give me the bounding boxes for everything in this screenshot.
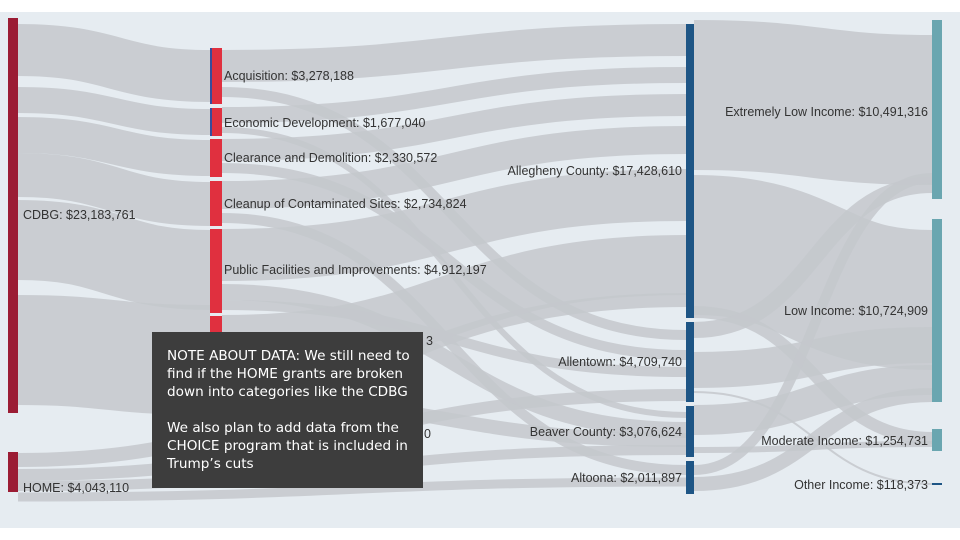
node-low: [932, 219, 942, 402]
node-moderate: [932, 429, 942, 451]
node-extremely-low: [932, 20, 942, 199]
node-allentown: [686, 322, 694, 402]
link-cdbg-economic-development: [17, 87, 211, 135]
link-altoona-low: [693, 388, 933, 491]
label-hidden-category-a-tail: 3: [426, 334, 433, 348]
node-acquisition-accent: [210, 48, 212, 104]
label-allentown: Allentown: $4,709,740: [558, 355, 682, 369]
label-clearance-demolition: Clearance and Demolition: $2,330,572: [224, 151, 438, 165]
link-economic-allegheny: [221, 67, 687, 123]
note-paragraph-2: We also plan to add data from the CHOICE…: [167, 420, 408, 472]
link-cdbg-public-facilities: [17, 200, 211, 310]
link-beaver-low: [693, 365, 933, 435]
label-acquisition: Acquisition: $3,278,188: [224, 69, 354, 83]
node-cleanup-sites: [210, 181, 222, 226]
link-home-altoona: [17, 477, 687, 502]
link-allegheny-extremely-low: [693, 20, 933, 185]
label-moderate: Moderate Income: $1,254,731: [761, 434, 928, 448]
label-extremely-low: Extremely Low Income: $10,491,316: [725, 105, 928, 119]
node-economic-development-accent: [210, 108, 212, 136]
node-home: [8, 452, 18, 492]
node-acquisition: [210, 48, 222, 104]
node-beaver: [686, 406, 694, 457]
link-cdbg-acquisition: [17, 24, 211, 102]
link-public-allentown: [221, 300, 687, 377]
node-hidden-category-a: [210, 316, 222, 334]
label-public-facilities: Public Facilities and Improvements: $4,9…: [224, 263, 487, 277]
link-cdbg-clearance: [17, 117, 211, 176]
node-allegheny: [686, 24, 694, 318]
node-other: [932, 483, 942, 485]
link-acquisition-allegheny: [221, 24, 687, 82]
label-other: Other Income: $118,373: [794, 478, 928, 492]
data-note-box: NOTE ABOUT DATA: We still need to find i…: [152, 332, 423, 488]
node-economic-development: [210, 108, 222, 136]
link-clearance-allegheny: [221, 94, 687, 161]
node-cdbg: [8, 18, 18, 413]
label-economic-development: Economic Development: $1,677,040: [224, 116, 426, 130]
sankey-links: [17, 20, 934, 502]
link-public-allegheny: [221, 169, 687, 281]
link-cleanup-allegheny: [221, 126, 687, 209]
link-altoona-extremely-low: [693, 173, 933, 475]
link-cdbg-cleanup: [17, 153, 211, 226]
node-public-facilities: [210, 229, 222, 313]
label-low: Low Income: $10,724,909: [784, 304, 928, 318]
label-home: HOME: $4,043,110: [23, 481, 130, 495]
node-altoona: [686, 461, 694, 494]
link-public-beaver: [221, 284, 687, 438]
node-clearance-demolition: [210, 139, 222, 177]
label-cleanup-sites: Cleanup of Contaminated Sites: $2,734,82…: [224, 197, 467, 211]
sankey-nodes: [8, 18, 942, 494]
label-beaver: Beaver County: $3,076,624: [529, 425, 682, 439]
label-cdbg: CDBG: $23,183,761: [23, 208, 136, 222]
label-allegheny: Allegheny County: $17,428,610: [507, 164, 682, 178]
label-altoona: Altoona: $2,011,897: [571, 471, 682, 485]
link-allentown-low: [693, 327, 933, 388]
link-allegheny-low: [692, 175, 934, 370]
label-hidden-category-b-tail: 0: [424, 427, 431, 441]
note-paragraph-1: NOTE ABOUT DATA: We still need to find i…: [167, 348, 410, 400]
